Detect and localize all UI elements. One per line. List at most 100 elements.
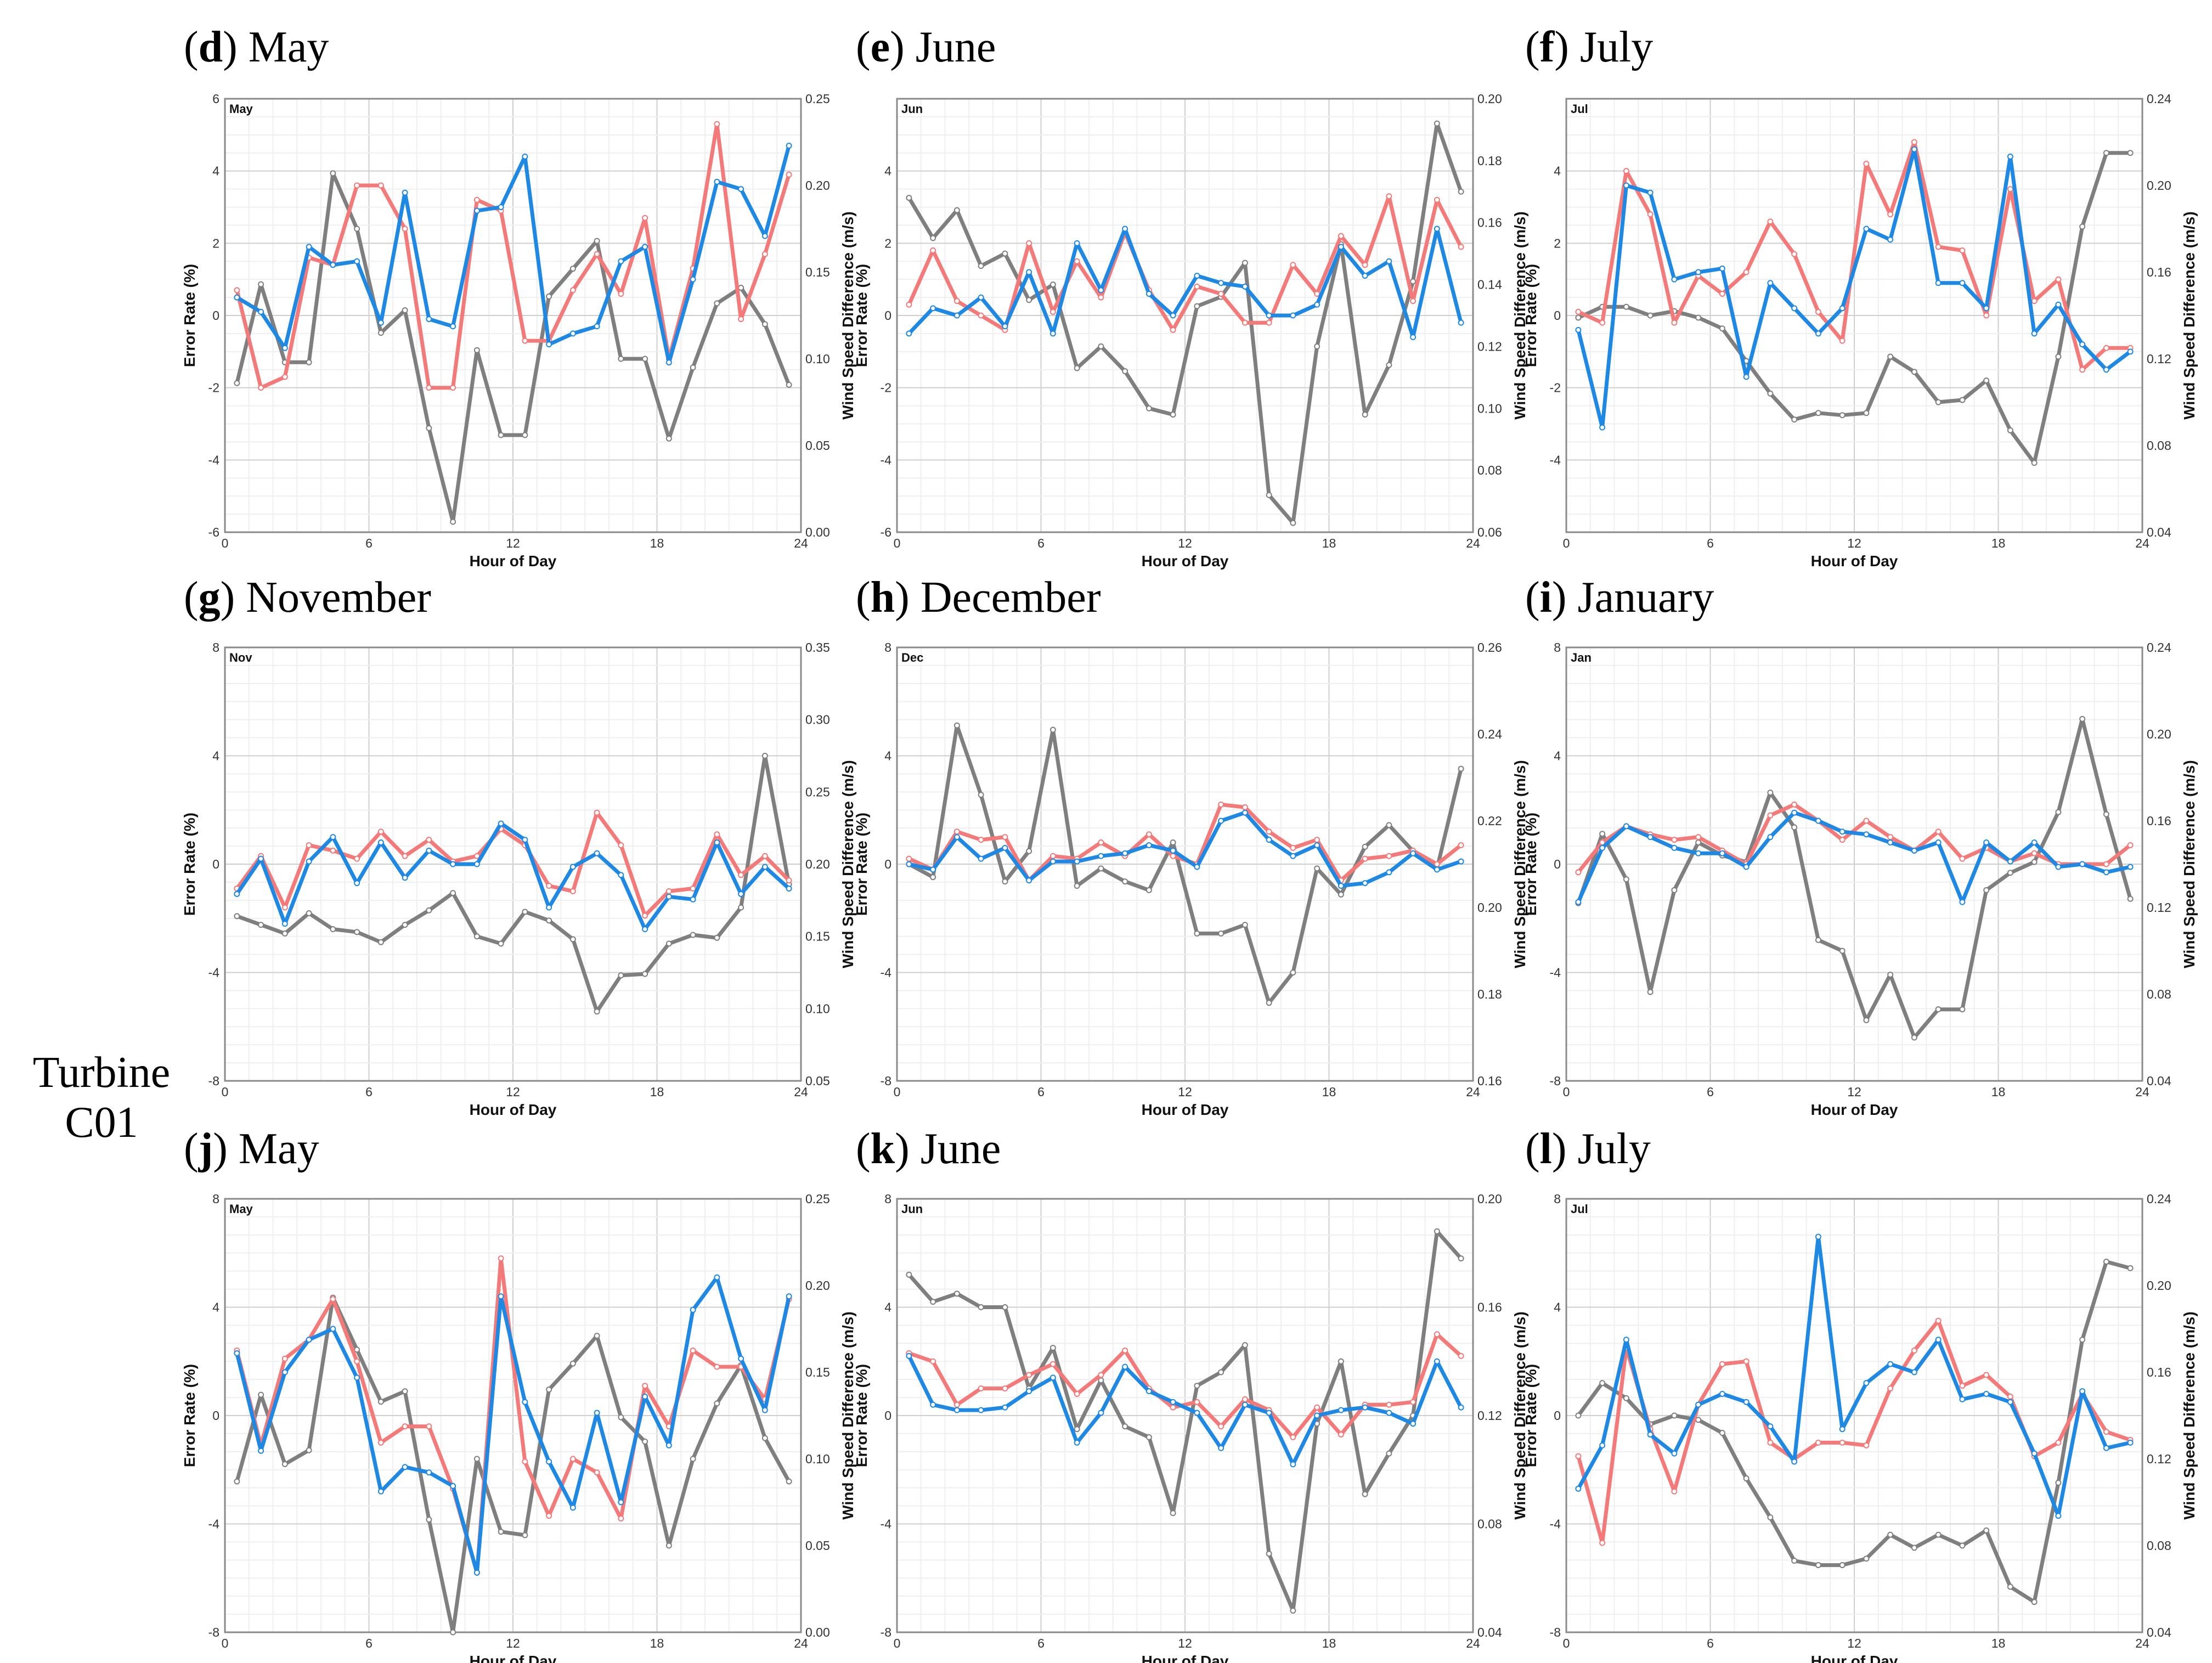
point-blue [450, 323, 456, 330]
point-blue [1434, 226, 1440, 232]
point-gray [306, 910, 312, 917]
point-red [569, 1456, 576, 1462]
point-gray [1623, 1395, 1629, 1401]
point-gray [1575, 314, 1582, 321]
point-blue [2031, 1450, 2038, 1457]
point-blue [714, 839, 720, 845]
point-gray [377, 330, 384, 336]
point-gray [1767, 790, 1774, 796]
point-gray [1458, 765, 1464, 772]
point-gray [1002, 1304, 1008, 1310]
point-blue [1314, 301, 1321, 308]
point-blue [426, 316, 432, 323]
point-blue [1194, 1410, 1200, 1416]
point-gray [1002, 250, 1008, 257]
point-blue [522, 837, 528, 843]
point-blue [1266, 1410, 1272, 1416]
y-tick-label: 8 [1554, 1192, 1561, 1206]
y2-tick-label: 0.10 [805, 352, 830, 366]
point-gray [1935, 399, 1942, 405]
y2-tick-label: 0.04 [2147, 525, 2171, 539]
y-tick-label: 2 [212, 236, 219, 250]
y-axis-label: Error Rate (%) [853, 813, 870, 916]
turbine-label: Turbine C01 [11, 1048, 192, 1148]
point-gray [354, 226, 360, 232]
point-gray [1266, 1000, 1272, 1006]
point-red [281, 1355, 288, 1362]
point-blue [1026, 1388, 1032, 1395]
point-blue [377, 839, 384, 845]
point-blue [1767, 834, 1774, 841]
x-tick-label: 18 [1991, 1636, 2006, 1650]
point-blue [426, 1469, 432, 1476]
panel-title-j: (j) May [184, 1125, 319, 1173]
point-gray [1170, 411, 1176, 418]
point-gray [1935, 1006, 1942, 1013]
point-blue [978, 855, 984, 862]
point-red [1791, 801, 1798, 808]
y-tick-label: 0 [884, 857, 891, 871]
y2-tick-label: 0.35 [805, 640, 830, 655]
series-line-gray [235, 754, 791, 1014]
y-tick-label: -2 [1550, 381, 1561, 395]
point-blue [1863, 831, 1870, 838]
point-gray [498, 940, 504, 947]
point-blue [690, 276, 696, 283]
point-red [978, 312, 984, 319]
y-tick-label: 4 [212, 749, 219, 763]
point-blue [1719, 1391, 1725, 1397]
x-tick-label: 6 [1037, 536, 1045, 550]
panel-title-e: (e) June [856, 23, 996, 71]
point-red [1959, 247, 1966, 253]
point-red [594, 809, 600, 816]
point-red [258, 385, 264, 391]
point-gray [473, 1456, 480, 1462]
series-line-blue [235, 821, 791, 931]
point-blue [1194, 273, 1200, 279]
point-red [426, 385, 432, 391]
point-blue [281, 345, 288, 351]
y2-tick-label: 0.05 [805, 1074, 830, 1088]
series-line-blue [235, 1275, 791, 1575]
x-tick-label: 18 [650, 536, 664, 550]
point-red [2055, 1439, 2062, 1446]
point-blue [2007, 153, 2013, 160]
chart-panel-h: (h) December Dec 0 6 12 18 24 -8 -4 0 4 8 0.16 0.18 0.… [853, 573, 1528, 1118]
point-gray [330, 926, 336, 932]
point-blue [1623, 823, 1629, 830]
point-blue [1170, 847, 1176, 854]
x-tick-label: 6 [1037, 1636, 1045, 1650]
point-gray [594, 238, 600, 244]
point-blue [665, 893, 672, 900]
y2-tick-label: 0.20 [2147, 178, 2171, 193]
y2-axis-label: Wind Speed Difference (m/s) [2181, 211, 2198, 419]
point-gray [1599, 831, 1606, 837]
inner-month-label: Jul [1571, 102, 1588, 116]
point-gray [426, 1517, 432, 1523]
point-gray [1575, 1412, 1582, 1419]
point-gray [906, 195, 912, 201]
point-blue [930, 1401, 936, 1408]
point-blue [1074, 1439, 1080, 1446]
y2-tick-label: 0.08 [1477, 1517, 1502, 1531]
point-gray [2127, 1265, 2134, 1271]
point-blue [1122, 226, 1128, 232]
point-gray [2007, 870, 2013, 876]
point-gray [1194, 930, 1200, 937]
point-blue [546, 904, 552, 911]
panel-month: December [921, 573, 1101, 622]
point-gray [1026, 297, 1032, 303]
point-gray [1599, 1380, 1606, 1386]
point-gray [1671, 887, 1678, 893]
point-gray [1791, 824, 1798, 831]
point-gray [1719, 325, 1725, 332]
point-gray [1887, 353, 1894, 360]
point-blue [2103, 367, 2109, 373]
point-red [1434, 196, 1440, 203]
point-red [1599, 1540, 1606, 1546]
point-blue [473, 207, 480, 214]
x-axis-label: Hour of Day [1142, 1653, 1229, 1663]
point-gray [450, 518, 456, 525]
point-blue [1362, 880, 1368, 887]
point-red [569, 287, 576, 294]
